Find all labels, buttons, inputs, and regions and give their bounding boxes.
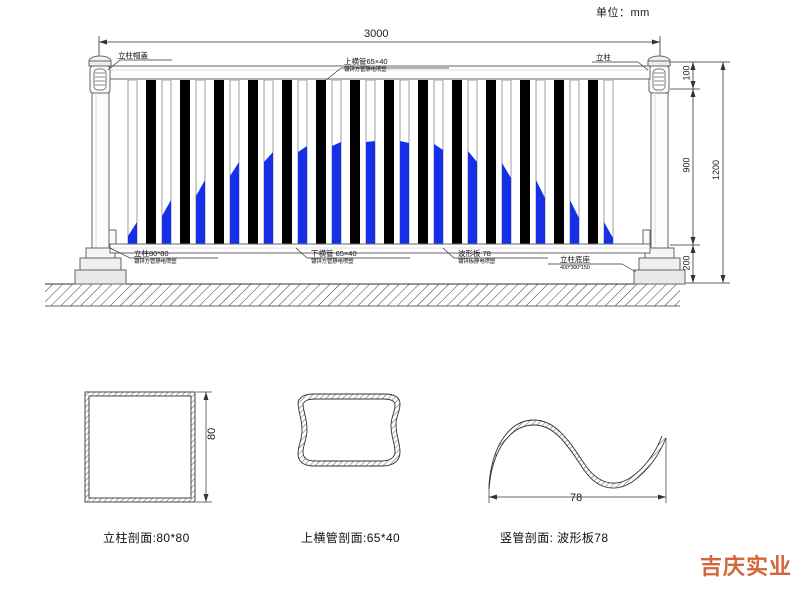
callout-wave-plate: 波形板 78 镀锌板静电喷塑 [458, 249, 496, 265]
callout-lower-rail: 下横管 65×40 镀锌方管静电喷塑 [311, 249, 357, 265]
callout-post-top: 立柱 [596, 53, 611, 63]
callout-post: 立柱80*80 镀锌方管静电喷塑 [134, 249, 177, 265]
callout-post-cap-title: 立柱帽盖 [118, 51, 148, 60]
section-square-tube [84, 391, 212, 503]
post-right [633, 55, 686, 285]
dimension-right-outer [700, 61, 730, 284]
callout-base-plate-sub: 400*300*150 [560, 264, 590, 271]
callout-post-sub: 镀锌方管静电喷塑 [134, 258, 177, 265]
section-caption-post: 立柱剖面:80*80 [103, 531, 190, 545]
dim-overall-width: 3000 [364, 28, 389, 40]
callout-post-top-title: 立柱 [596, 53, 611, 62]
callout-lower-rail-sub: 镀锌方管静电喷塑 [311, 258, 354, 265]
dimension-top [98, 36, 661, 64]
section-wave-plate [488, 419, 667, 503]
ground-hatch [45, 283, 680, 307]
upper-rail [109, 65, 651, 80]
callout-base-plate-title: 立柱底座 [560, 255, 590, 264]
callout-upper-rail-sub: 镀锌方管静电喷塑 [344, 66, 387, 73]
callout-lower-rail-title: 下横管 65×40 [311, 249, 357, 258]
callout-wave-plate-sub: 镀锌板静电喷塑 [458, 258, 496, 265]
section-caption-wave: 竖管剖面: 波形板78 [500, 531, 609, 545]
callout-base-plate: 立柱底座 400*300*150 [560, 255, 590, 271]
post-left [74, 55, 127, 285]
dim-total-height: 1200 [711, 159, 722, 181]
lower-rail [109, 243, 651, 254]
callout-upper-rail-title: 上横管65×40 [344, 57, 388, 66]
callout-wave-plate-title: 波形板 78 [458, 249, 491, 258]
section-caption-rail: 上横管剖面:65*40 [301, 531, 401, 545]
dim-top-segment: 100 [681, 65, 692, 81]
section-post-dimension: 80 [206, 427, 218, 440]
callout-post-cap: 立柱帽盖 [118, 51, 148, 61]
section-rounded-tube [297, 393, 401, 467]
callout-post-title: 立柱80*80 [134, 249, 169, 258]
blue-bars [127, 80, 614, 244]
infill-bars [127, 80, 614, 244]
section-wave-dimension: 78 [570, 492, 583, 504]
unit-note: 单位：mm [596, 7, 650, 19]
dim-middle-segment: 900 [681, 157, 692, 173]
callout-upper-rail: 上横管65×40 镀锌方管静电喷塑 [344, 57, 388, 73]
company-logo: 吉庆实业 [699, 555, 792, 580]
dim-bottom-segment: 200 [681, 255, 692, 271]
leader-lines [107, 59, 649, 273]
black-bars [146, 80, 598, 244]
